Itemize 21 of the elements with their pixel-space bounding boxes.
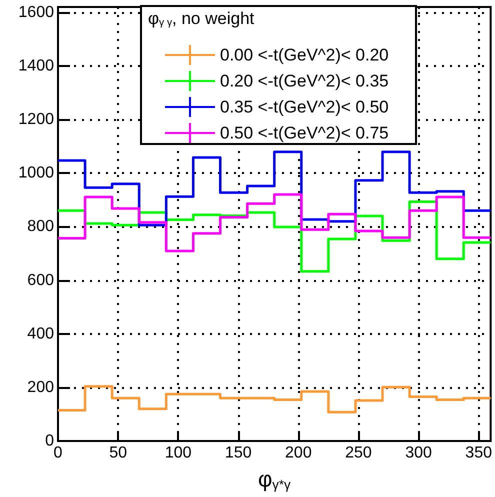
y-tick-label: 600 (27, 272, 54, 289)
legend-label: 0.50 <-t(GeV^2)< 0.75 (220, 124, 389, 142)
y-tick-label: 200 (27, 378, 54, 396)
x-tick-label: 150 (224, 444, 252, 462)
y-tick-label: 1600 (18, 4, 54, 21)
y-tick-label: 400 (27, 325, 54, 342)
x-tick-label: 100 (164, 444, 192, 462)
legend-label: 0.20 <-t(GeV^2)< 0.35 (220, 72, 389, 90)
y-tick-label: 1400 (18, 57, 54, 74)
x-tick-label: 50 (109, 444, 128, 462)
x-tick-label: 250 (345, 444, 372, 462)
y-tick-label: 800 (27, 218, 54, 236)
y-tick-label: 0 (45, 432, 54, 450)
y-tick-label: 1200 (18, 111, 54, 128)
x-tick-label: 350 (465, 444, 492, 462)
legend-label: 0.00 <-t(GeV^2)< 0.20 (220, 46, 389, 64)
y-tick-label: 1000 (18, 164, 54, 182)
x-tick-label: 200 (285, 444, 312, 462)
legend-label: 0.35 <-t(GeV^2)< 0.50 (220, 98, 389, 116)
x-tick-label: 300 (405, 444, 432, 462)
legend-title: φγ γ, no weight (148, 9, 255, 28)
